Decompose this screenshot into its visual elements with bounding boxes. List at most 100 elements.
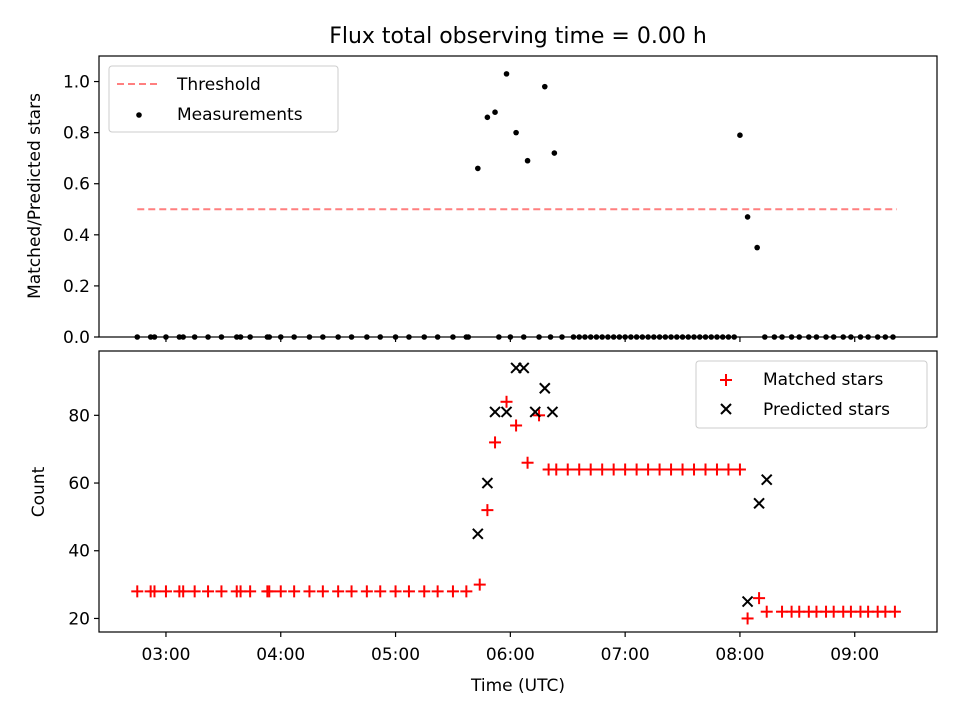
x-tick-label: 05:00 [371,645,420,665]
measurement-point [737,132,743,138]
top-legend-box [108,65,339,133]
predicted-star-point [529,406,541,418]
x-tick-label: 06:00 [486,645,535,665]
y-tick-label: 40 [68,542,90,562]
matched-star-point [550,463,563,476]
predicted-star-point [741,595,754,608]
matched-star-point [653,463,666,476]
matched-star-point [521,456,534,469]
matched-star-point [202,585,215,598]
matched-star-point [418,585,431,598]
matched-star-point [159,585,172,598]
y-tick-label: 0.0 [63,328,90,348]
matched-star-point [460,585,473,598]
y-tick-label: 0.6 [63,175,90,195]
measurement-point [503,71,510,77]
measurement-point [541,83,548,90]
matched-star-point [332,585,345,598]
top-y-axis-label: Matched/Predicted stars [25,93,45,299]
predicted-star-point [761,473,773,486]
bottom-legend-box [695,360,928,429]
predicted-star-point [546,406,559,418]
bottom-legend: Matched stars Predicted stars [695,360,928,429]
matched-star-point [676,463,689,476]
matched-star-point [741,612,754,625]
y-tick-label: 80 [68,406,90,426]
legend-measurements-swatch [136,112,142,118]
legend-threshold-label: Threshold [176,75,261,95]
matched-star-point [573,463,586,476]
predicted-star-point [500,406,513,418]
y-tick-label: 0.8 [63,124,90,144]
matched-star-point [584,463,597,476]
matched-star-point [630,463,643,476]
matched-star-point [510,419,523,432]
y-tick-label: 0.4 [63,226,90,246]
predicted-star-point [539,382,551,394]
x-axis-label: Time (UTC) [470,676,565,696]
x-tick-label: 08:00 [715,645,764,665]
matched-star-point [374,585,387,598]
x-tick-label: 09:00 [830,645,879,665]
x-tick-label: 04:00 [256,645,305,665]
predicted-star-point [472,528,484,540]
measurement-point [513,129,519,136]
legend-predicted-swatch [720,403,732,415]
measurement-point [524,157,531,164]
measurement-point [744,214,751,220]
top-axes-frame [98,55,938,338]
legend-measurements-label: Measurements [177,105,303,125]
top-title: Flux total observing time = 0.00 h [329,24,707,49]
matched-star-point [561,463,574,476]
legend-predicted-label: Predicted stars [763,400,890,420]
matched-star-point [402,585,415,598]
top-legend: Threshold Measurements [108,65,339,133]
matched-star-point [303,585,316,598]
y-tick-label: 0.2 [63,277,90,297]
legend-matched-swatch [720,374,732,386]
x-tick-label: 07:00 [601,645,650,665]
matched-star-point [596,463,609,476]
predicted-star-point [753,497,765,510]
y-tick-label: 60 [68,474,90,494]
matched-star-point [473,578,486,591]
measurement-point [475,165,481,172]
matched-star-point [360,585,373,598]
bottom-plot-area [131,362,901,625]
matched-star-point [316,585,329,598]
matched-star-point [244,585,257,598]
matched-star-point [753,592,766,605]
matched-star-point [607,463,620,476]
matched-star-point [148,585,161,598]
x-tick-label: 03:00 [141,645,190,665]
matched-star-point [274,585,287,598]
matched-star-point [710,463,723,476]
measurement-point [492,109,498,115]
measurement-point [551,150,558,156]
bottom-axes-frame [98,350,938,633]
matched-star-point [263,585,276,598]
matched-star-point [642,463,655,476]
matched-star-point [188,585,201,598]
matched-star-point [446,585,459,598]
matched-star-point [389,585,402,598]
measurement-point [484,114,491,121]
matched-star-point [288,585,301,598]
matched-star-point [665,463,678,476]
matched-star-point [131,585,144,598]
matched-star-point [215,585,228,598]
matched-star-point [489,436,502,449]
matched-star-point [722,463,735,476]
legend-matched-label: Matched stars [763,370,883,390]
matched-star-point [619,463,632,476]
matched-star-point [481,504,494,517]
bottom-y-axis-label: Count [29,466,49,517]
matched-star-point [688,463,701,476]
y-tick-label: 1.0 [63,73,90,93]
matched-star-point [760,605,773,618]
matched-star-point [888,605,901,618]
measurement-point [754,244,760,251]
matched-star-point [431,585,444,598]
matched-star-point [733,463,746,476]
